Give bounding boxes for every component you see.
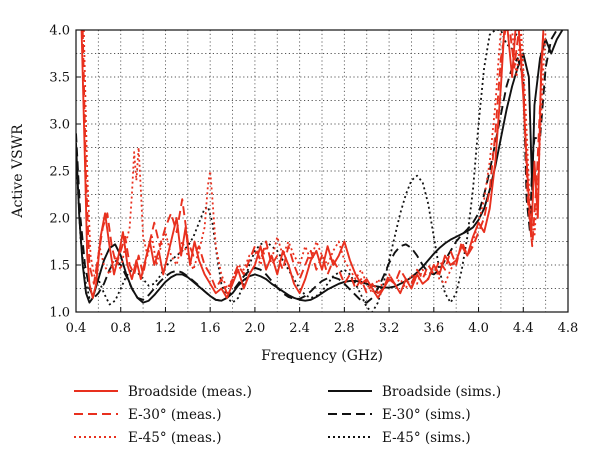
y-tick-label: 2.0 — [49, 212, 70, 227]
grid-layer — [76, 30, 568, 312]
x-tick-label: 3.6 — [423, 321, 444, 336]
x-tick-label: 4.8 — [558, 321, 579, 336]
y-tick-label: 1.5 — [49, 259, 70, 274]
y-tick-label: 3.0 — [49, 118, 70, 133]
y-tick-label: 1.0 — [49, 306, 70, 321]
x-axis-title: Frequency (GHz) — [261, 348, 383, 364]
y-tick-label: 4.0 — [49, 24, 70, 39]
y-axis-title: Active VSWR — [10, 124, 26, 219]
legend-label-4: E-30° (sims.) — [382, 407, 471, 423]
x-tick-label: 0.8 — [110, 321, 131, 336]
x-tick-label: 3.2 — [379, 321, 400, 336]
x-tick-label: 4.0 — [468, 321, 489, 336]
legend-label-2: E-45° (meas.) — [128, 430, 221, 446]
series-layer — [76, 30, 564, 312]
legend-label-5: E-45° (sims.) — [382, 430, 471, 446]
x-tick-label: 2.0 — [245, 321, 266, 336]
y-tick-label: 2.5 — [49, 165, 70, 180]
y-tick-label: 3.5 — [49, 71, 70, 86]
x-tick-label: 1.6 — [200, 321, 221, 336]
tick-layer: 0.4 0.8 1.2 1.6 2.0 2.4 2.8 3.2 3.6 4.0 4.4 4.8 1.0 1… — [49, 24, 578, 337]
legend-label-0: Broadside (meas.) — [128, 384, 252, 400]
x-tick-label: 0.4 — [66, 321, 87, 336]
legend-label-3: Broadside (sims.) — [382, 384, 501, 400]
series-line-4 — [76, 30, 558, 304]
x-tick-label: 2.4 — [289, 321, 310, 336]
x-tick-label: 4.4 — [513, 321, 534, 336]
x-tick-label: 1.2 — [155, 321, 176, 336]
legend-label-1: E-30° (meas.) — [128, 407, 221, 423]
x-tick-label: 2.8 — [334, 321, 355, 336]
legend: Broadside (meas.) E-30° (meas.) E-45° (mea… — [74, 384, 501, 446]
